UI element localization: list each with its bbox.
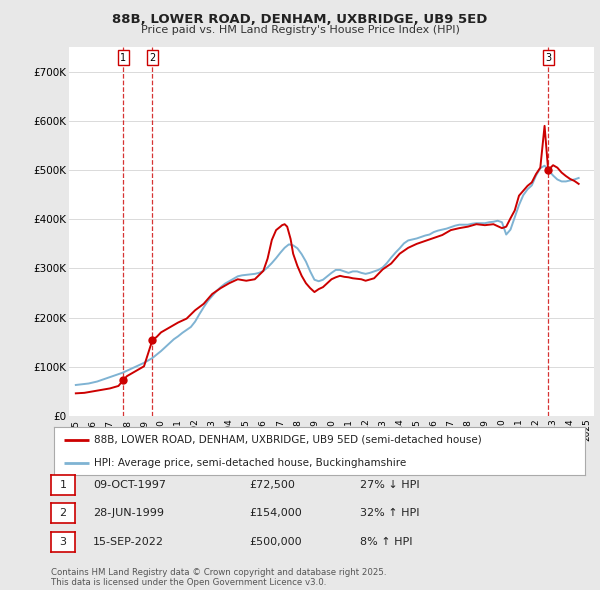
Text: 1: 1 — [59, 480, 67, 490]
Text: 15-SEP-2022: 15-SEP-2022 — [93, 537, 164, 546]
Text: 8% ↑ HPI: 8% ↑ HPI — [360, 537, 413, 546]
Text: 88B, LOWER ROAD, DENHAM, UXBRIDGE, UB9 5ED: 88B, LOWER ROAD, DENHAM, UXBRIDGE, UB9 5… — [112, 13, 488, 26]
Text: Price paid vs. HM Land Registry's House Price Index (HPI): Price paid vs. HM Land Registry's House … — [140, 25, 460, 35]
Text: £500,000: £500,000 — [249, 537, 302, 546]
Text: This data is licensed under the Open Government Licence v3.0.: This data is licensed under the Open Gov… — [51, 578, 326, 587]
Text: 3: 3 — [59, 537, 67, 546]
Text: 2: 2 — [59, 509, 67, 518]
Text: HPI: Average price, semi-detached house, Buckinghamshire: HPI: Average price, semi-detached house,… — [94, 458, 406, 468]
Text: 88B, LOWER ROAD, DENHAM, UXBRIDGE, UB9 5ED (semi-detached house): 88B, LOWER ROAD, DENHAM, UXBRIDGE, UB9 5… — [94, 435, 482, 445]
Text: £72,500: £72,500 — [249, 480, 295, 490]
Text: Contains HM Land Registry data © Crown copyright and database right 2025.: Contains HM Land Registry data © Crown c… — [51, 568, 386, 577]
Text: 2: 2 — [149, 53, 155, 63]
Text: £154,000: £154,000 — [249, 509, 302, 518]
Text: 1: 1 — [120, 53, 126, 63]
Text: 28-JUN-1999: 28-JUN-1999 — [93, 509, 164, 518]
Text: 09-OCT-1997: 09-OCT-1997 — [93, 480, 166, 490]
Text: 32% ↑ HPI: 32% ↑ HPI — [360, 509, 419, 518]
Text: 27% ↓ HPI: 27% ↓ HPI — [360, 480, 419, 490]
Text: 3: 3 — [545, 53, 551, 63]
